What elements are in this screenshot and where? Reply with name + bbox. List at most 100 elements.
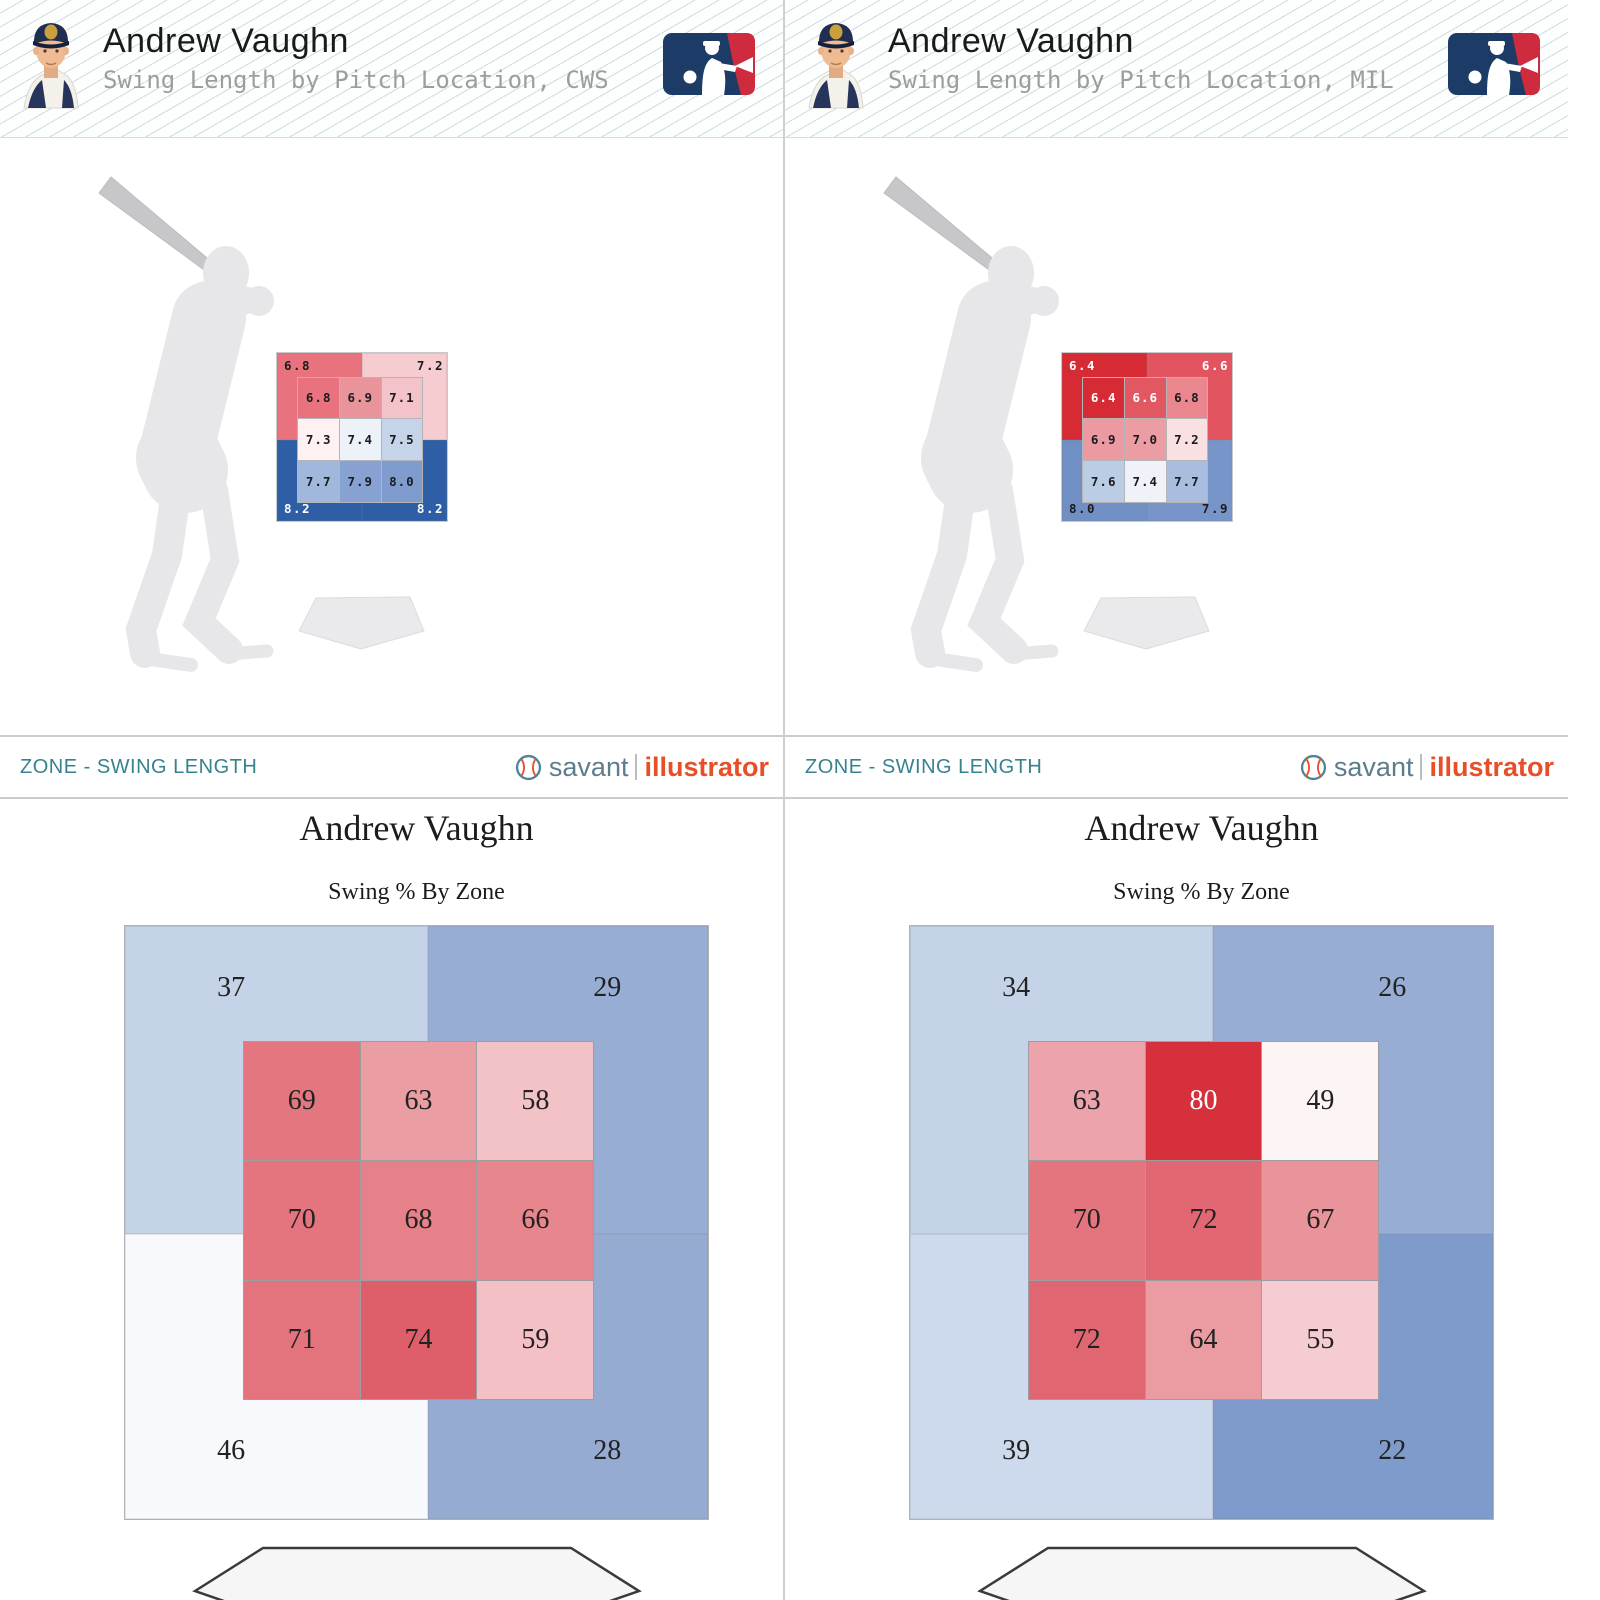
zone-cell: 7.2 xyxy=(1166,419,1208,460)
batter-silhouette-icon xyxy=(79,160,309,680)
baseball-icon xyxy=(1300,754,1326,780)
brand-divider xyxy=(1420,754,1423,780)
zone-cell: 6.6 xyxy=(1124,377,1166,419)
zone-corner-value: 34 xyxy=(1002,971,1031,1003)
home-plate-icon xyxy=(1084,596,1210,650)
mlb-logo-icon xyxy=(1448,33,1540,95)
zone-inner-grid: 69 63 58 70 68 66 71 74 59 xyxy=(242,1041,595,1400)
player-name: Andrew Vaughn xyxy=(888,22,1134,60)
illustrator-wordmark: illustrator xyxy=(644,751,769,782)
swing-pct-chart-mil: Andrew Vaughn Swing % By Zone 34 26 39 22 63… xyxy=(785,799,1568,1600)
illustrator-wordmark: illustrator xyxy=(1429,751,1554,782)
zone-cell: 66 xyxy=(477,1161,594,1280)
swing-pct-zone-grid: 34 26 39 22 63 80 49 70 72 67 72 64 55 xyxy=(909,925,1494,1520)
player-name: Andrew Vaughn xyxy=(103,22,349,60)
zone-cell: 7.7 xyxy=(298,460,339,502)
zone-cell: 8.0 xyxy=(381,460,423,502)
zone-cell: 58 xyxy=(477,1042,594,1161)
divider xyxy=(0,797,783,799)
header-cws: Andrew Vaughn Swing Length by Pitch Loca… xyxy=(0,0,783,138)
swing-pct-chart-cws: Andrew Vaughn Swing % By Zone 37 29 46 28 69… xyxy=(0,799,783,1600)
zone-cell: 6.8 xyxy=(1166,377,1208,419)
mlb-logo-icon xyxy=(663,33,755,95)
zone-cell: 6.9 xyxy=(339,377,381,419)
home-plate-icon xyxy=(193,1546,641,1600)
zone-metric-label: ZONE - SWING LENGTH xyxy=(20,755,258,778)
zone-cell: 74 xyxy=(360,1280,477,1399)
zone-cell: 7.9 xyxy=(339,460,381,502)
savant-wordmark: savant xyxy=(1333,751,1414,782)
baseball-icon xyxy=(515,754,541,780)
brand-divider xyxy=(635,754,638,780)
zone-cell: 6.8 xyxy=(298,377,339,419)
zone-metric-label: ZONE - SWING LENGTH xyxy=(805,755,1043,778)
batter-silhouette-icon xyxy=(864,160,1094,680)
chart-title: Andrew Vaughn xyxy=(1084,808,1319,848)
savant-wordmark: savant xyxy=(548,751,629,782)
zone-cell: 7.7 xyxy=(1166,460,1208,502)
zone-cell: 49 xyxy=(1262,1042,1379,1161)
zone-corner-value: 8.2 xyxy=(284,501,312,516)
zone-corner-value: 37 xyxy=(217,971,246,1003)
zone-cell: 7.1 xyxy=(381,377,423,419)
zone-cell: 71 xyxy=(243,1280,360,1399)
panel-mil: Andrew Vaughn Swing Length by Pitch Loca… xyxy=(785,0,1600,1600)
panel-divider xyxy=(783,0,785,1600)
zone-corner-value: 26 xyxy=(1378,971,1407,1003)
zone-corner-value: 6.8 xyxy=(284,358,312,373)
zone-cell: 7.5 xyxy=(381,419,423,460)
strike-zone-heatmap: 6.8 7.2 8.2 8.2 6.8 6.9 7.1 7.3 7.4 7.5 7.7 7.9 8.0 xyxy=(276,352,448,522)
zone-inner-grid: 63 80 49 70 72 67 72 64 55 xyxy=(1027,1041,1380,1400)
footer-cws: ZONE - SWING LENGTH savant illustrator xyxy=(0,737,783,797)
zone-corner-value: 28 xyxy=(593,1434,622,1466)
home-plate-icon xyxy=(299,596,425,650)
header-mil: Andrew Vaughn Swing Length by Pitch Loca… xyxy=(785,0,1568,138)
divider xyxy=(785,735,1568,737)
savant-illustrator-brand: savant illustrator xyxy=(515,737,769,797)
chart-title: Andrew Vaughn xyxy=(299,808,534,848)
divider xyxy=(785,797,1568,799)
zone-cell: 7.4 xyxy=(1124,460,1166,502)
chart-subtitle: Swing % By Zone xyxy=(328,879,505,905)
footer-mil: ZONE - SWING LENGTH savant illustrator xyxy=(785,737,1568,797)
zone-corner-value: 7.9 xyxy=(1201,501,1229,516)
panel-cws: Andrew Vaughn Swing Length by Pitch Loca… xyxy=(0,0,783,1600)
zone-cell: 70 xyxy=(243,1161,360,1280)
zone-cell: 70 xyxy=(1028,1161,1145,1280)
zone-cell: 7.3 xyxy=(298,419,339,460)
home-plate-icon xyxy=(978,1546,1426,1600)
zone-cell: 67 xyxy=(1262,1161,1379,1280)
zone-corner-value: 8.2 xyxy=(416,501,444,516)
chart-subtitle: Swing Length by Pitch Location, CWS xyxy=(103,66,609,94)
swing-pct-zone-grid: 37 29 46 28 69 63 58 70 68 66 71 74 59 xyxy=(124,925,709,1520)
zone-corner-value: 6.6 xyxy=(1201,358,1229,373)
strike-zone-heatmap: 6.4 6.6 8.0 7.9 6.4 6.6 6.8 6.9 7.0 7.2 7.6 7.4 7.7 xyxy=(1061,352,1233,522)
zone-cell: 59 xyxy=(477,1280,594,1399)
zone-corner-value: 7.2 xyxy=(416,358,444,373)
zone-corner-value: 6.4 xyxy=(1069,358,1097,373)
zone-corner-value: 22 xyxy=(1378,1434,1407,1466)
zone-cell: 72 xyxy=(1145,1161,1262,1280)
zone-cell: 63 xyxy=(360,1042,477,1161)
player-headshot xyxy=(23,22,79,109)
zone-cell: 68 xyxy=(360,1161,477,1280)
zone-cell: 63 xyxy=(1028,1042,1145,1161)
zone-cell: 80 xyxy=(1145,1042,1262,1161)
swing-length-chart-mil: 6.4 6.6 8.0 7.9 6.4 6.6 6.8 6.9 7.0 7.2 7.6 7.4 7.7 xyxy=(785,138,1568,735)
divider xyxy=(0,735,783,737)
zone-corner-value: 8.0 xyxy=(1069,501,1097,516)
zone-cell: 7.4 xyxy=(339,419,381,460)
zone-inner-grid: 6.8 6.9 7.1 7.3 7.4 7.5 7.7 7.9 8.0 xyxy=(297,376,424,503)
savant-illustrator-brand: savant illustrator xyxy=(1300,737,1554,797)
zone-cell: 7.0 xyxy=(1124,419,1166,460)
player-headshot xyxy=(808,22,864,109)
zone-cell: 6.9 xyxy=(1083,419,1124,460)
zone-corner-value: 39 xyxy=(1002,1434,1031,1466)
zone-cell: 55 xyxy=(1262,1280,1379,1399)
zone-cell: 7.6 xyxy=(1083,460,1124,502)
zone-corner-value: 29 xyxy=(593,971,622,1003)
swing-length-chart-cws: 6.8 7.2 8.2 8.2 6.8 6.9 7.1 7.3 7.4 7.5 7.7 7.9 8.0 xyxy=(0,138,783,735)
zone-cell: 69 xyxy=(243,1042,360,1161)
zone-cell: 72 xyxy=(1028,1280,1145,1399)
